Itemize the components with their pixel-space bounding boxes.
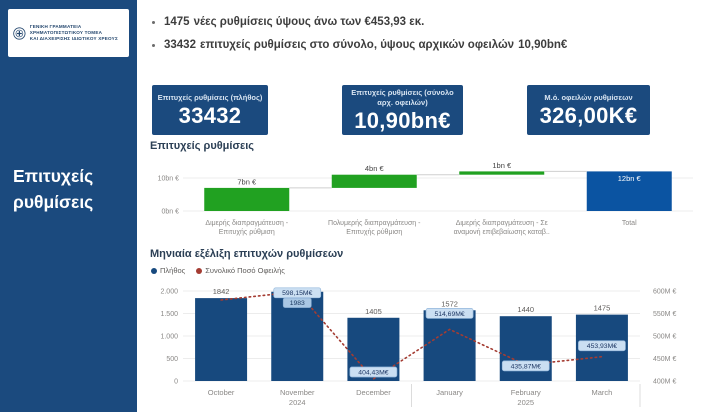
chart-text: Διμερής διαπραγμάτευση - Σε [456, 219, 548, 227]
kpi-label: Επιτυχείς ρυθμίσεις (πλήθος) [157, 92, 263, 102]
legend-item-total-debt[interactable]: Συνολικό Ποσό Οφειλής [196, 266, 285, 275]
summary-bullet-new-arrangements: 1475 νέες ρυθμίσεις ύψους άνω των €453,9… [152, 16, 571, 28]
chart-text: 1.500 [160, 311, 178, 318]
kpi-label: Επιτυχείς ρυθμίσεις (σύνολο αρχ. οφειλών… [351, 87, 454, 107]
legend-swatch-count-icon [151, 267, 157, 274]
chart-text: 1983 [290, 300, 305, 307]
chart-text: 1440 [517, 305, 534, 314]
kpi-card-count[interactable]: Επιτυχείς ρυθμίσεις (πλήθος) 33432 [152, 85, 268, 135]
bullet2-value: 10,90bn€ [518, 39, 568, 51]
bullet2-number: 33432 [164, 39, 196, 51]
monthly-bar-october[interactable] [195, 298, 248, 381]
chart-text: Total [622, 220, 637, 227]
bullet-dot-icon [152, 43, 155, 47]
chart-text: 435,87M€ [511, 363, 541, 370]
bullet-dot-icon [152, 20, 155, 24]
chart-text: 2024 [289, 398, 306, 407]
chart-text: 514,69M€ [434, 311, 464, 318]
monthly-chart-legend: Πλήθος Συνολικό Ποσό Οφειλής [151, 266, 285, 275]
chart-text: 10bn € [158, 176, 180, 183]
chart-text: 500 [166, 356, 178, 363]
gov-emblem-icon [13, 26, 26, 40]
chart-text: December [356, 388, 391, 397]
waterfall-bar-increase[interactable] [459, 171, 545, 175]
chart-text: 400M € [653, 379, 676, 386]
chart-text: 1405 [365, 307, 382, 316]
chart-text: 2.000 [160, 289, 178, 296]
ministry-logo: ΓΕΝΙΚΗ ΓΡΑΜΜΑΤΕΙΑ ΧΡΗΜΑΤΟΠΙΣΤΩΤΙΚΟΥ ΤΟΜΕ… [8, 9, 129, 57]
debt-label-box [425, 308, 474, 319]
chart-text: 4bn € [365, 164, 385, 173]
chart-text: 600M € [653, 289, 676, 296]
chart-text: March [591, 388, 612, 397]
chart-text: 12bn € [618, 174, 642, 183]
chart-text: αναμονή επιβεβαίωσης καταβ.. [454, 228, 550, 236]
bullet1-text: νέες ρυθμίσεις ύψους άνω των €453,93 εκ. [193, 16, 425, 28]
page-title: Επιτυχείς ρυθμίσεις [13, 166, 94, 213]
chart-text: Επιτυχής ρύθμιση [219, 228, 275, 236]
waterfall-chart: 0bn € 10bn € 7bn € 4bn € 1bn € 12bn € Διμερής … [158, 161, 693, 236]
chart-text: 1bn € [492, 161, 512, 170]
chart-text: 1572 [441, 299, 458, 308]
debt-label-box [578, 340, 626, 352]
sidebar: ΓΕΝΙΚΗ ΓΡΑΜΜΑΤΕΙΑ ΧΡΗΜΑΤΟΠΙΣΤΩΤΙΚΟΥ ΤΟΜΕ… [0, 0, 137, 412]
kpi-value: 326,00K€ [539, 102, 638, 128]
chart-text: 1.000 [160, 334, 178, 341]
chart-text: 598,15M€ [282, 290, 312, 297]
chart-text: 404,43M€ [358, 369, 388, 376]
chart-text: Διμερής διαπραγμάτευση - [205, 219, 288, 227]
chart-text: 500M € [653, 334, 676, 341]
kpi-card-average-debt[interactable]: Μ.ό. οφειλών ρυθμίσεων 326,00K€ [527, 85, 650, 135]
monthly-bar-january[interactable] [423, 310, 476, 381]
legend-item-count[interactable]: Πλήθος [151, 266, 185, 275]
debt-label-box [349, 366, 398, 378]
chart-text: January [436, 388, 463, 397]
kpi-value: 10,90bn€ [354, 107, 451, 133]
chart-text: November [280, 388, 315, 397]
summary-bullet-total-arrangements: 33432 επιτυχείς ρυθμίσεις στο σύνολο, ύψ… [152, 39, 571, 51]
waterfall-chart-title: Επιτυχείς ρυθμίσεις [150, 140, 254, 152]
chart-text: February [511, 388, 541, 397]
chart-text: 2025 [517, 398, 534, 407]
ministry-logo-text: ΓΕΝΙΚΗ ΓΡΑΜΜΑΤΕΙΑ ΧΡΗΜΑΤΟΠΙΣΤΩΤΙΚΟΥ ΤΟΜΕ… [29, 23, 118, 42]
chart-text: 0bn € [161, 209, 179, 216]
chart-text: 453,93M€ [587, 343, 617, 350]
chart-text: 7bn € [237, 177, 257, 186]
waterfall-bar-increase[interactable] [331, 174, 417, 188]
debt-label-box [501, 360, 550, 372]
legend-swatch-debt-icon [196, 267, 203, 274]
count-label-box [282, 297, 312, 308]
kpi-value: 33432 [178, 102, 242, 128]
waterfall-bar-increase[interactable] [204, 187, 290, 211]
chart-text: 0 [174, 379, 178, 386]
bullet2-text: επιτυχείς ρυθμίσεις στο σύνολο, ύψους αρ… [199, 39, 515, 51]
chart-text: 1842 [213, 287, 230, 296]
monthly-combo-chart: 0 500 1.000 1.500 2.000 400M € 450M € 500M € 550… [160, 287, 676, 407]
kpi-card-initial-debt[interactable]: Επιτυχείς ρυθμίσεις (σύνολο αρχ. οφειλών… [342, 85, 463, 135]
chart-text: Επιτυχής ρύθμιση [346, 228, 402, 236]
chart-text: 1475 [594, 304, 611, 313]
kpi-label: Μ.ό. οφειλών ρυθμίσεων [544, 92, 633, 102]
chart-text: October [208, 388, 235, 397]
monthly-chart-title: Μηνιαία εξέλιξη επιτυχών ρυθμίσεων [150, 248, 344, 260]
bullet1-number: 1475 [164, 16, 190, 28]
waterfall-bar-total[interactable] [586, 171, 672, 211]
chart-text: Πολυμερής διαπραγμάτευση - [328, 219, 421, 227]
monthly-bar-february[interactable] [499, 316, 552, 381]
chart-text: 550M € [653, 311, 676, 318]
summary-bullets: 1475 νέες ρυθμίσεις ύψους άνω των €453,9… [152, 16, 571, 62]
chart-text: 450M € [653, 356, 676, 363]
